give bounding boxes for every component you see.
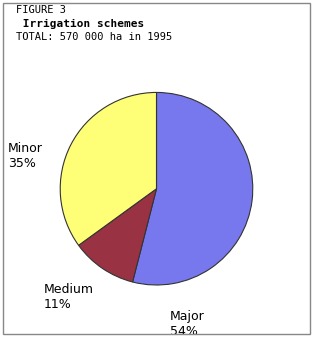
Text: Minor
35%: Minor 35%: [8, 142, 43, 171]
Wedge shape: [132, 92, 253, 285]
Text: Irrigation schemes: Irrigation schemes: [16, 19, 144, 29]
Text: Medium
11%: Medium 11%: [43, 282, 93, 311]
Wedge shape: [60, 92, 156, 245]
Text: FIGURE 3: FIGURE 3: [16, 5, 66, 15]
Text: Major
54%: Major 54%: [170, 309, 205, 337]
Text: TOTAL: 570 000 ha in 1995: TOTAL: 570 000 ha in 1995: [16, 32, 172, 42]
Wedge shape: [79, 189, 156, 282]
